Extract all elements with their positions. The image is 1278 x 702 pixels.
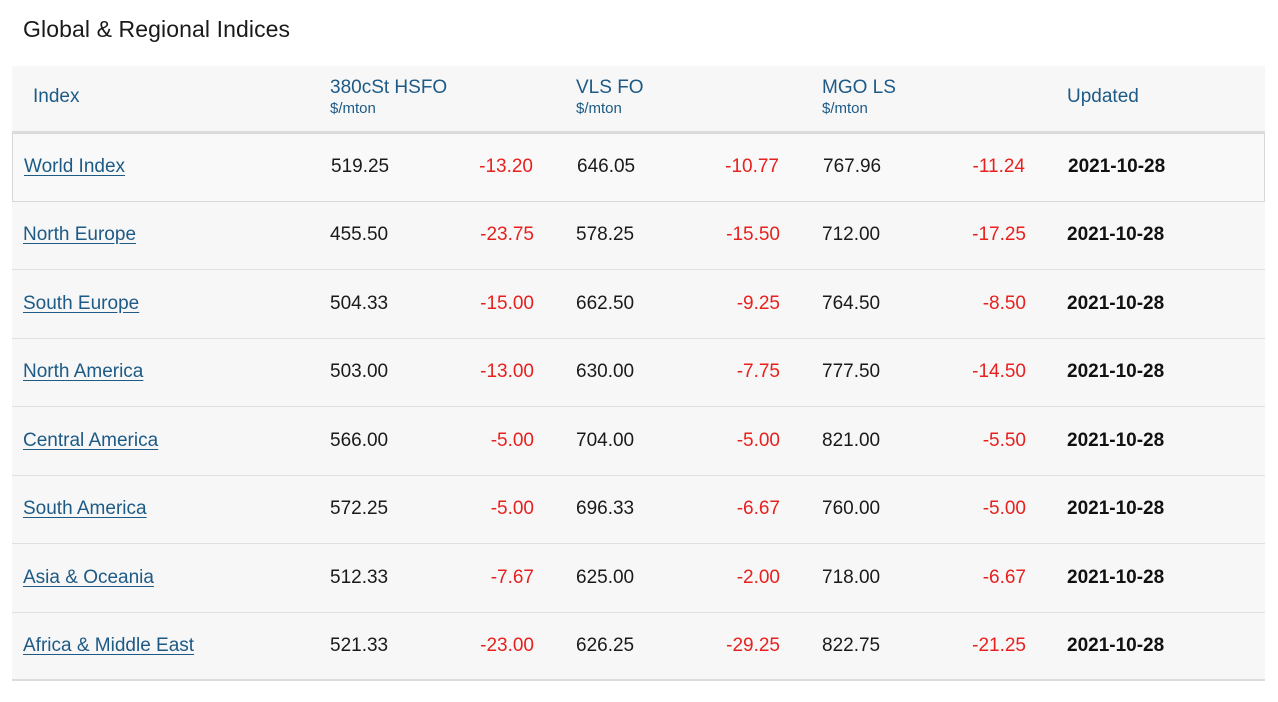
updated-date: 2021-10-28 — [1067, 634, 1165, 656]
table-row: Africa & Middle East 521.33 -23.00 626.25 -2… — [12, 612, 1265, 681]
hsfo-change: -7.67 — [490, 566, 534, 588]
hsfo-change: -13.00 — [480, 361, 534, 383]
header-vlsfo: VLS FO $/mton — [576, 77, 644, 117]
vlsfo-change: -9.25 — [736, 292, 780, 314]
header-index: Index — [33, 86, 80, 107]
hsfo-change: -5.00 — [490, 429, 534, 451]
updated-date: 2021-10-28 — [1067, 429, 1165, 451]
mgo-change: -6.67 — [982, 566, 1026, 588]
vlsfo-change: -6.67 — [736, 498, 780, 520]
mgo-price: 712.00 — [822, 224, 881, 246]
mgo-change: -8.50 — [982, 292, 1026, 314]
vlsfo-price: 630.00 — [576, 361, 635, 383]
header-hsfo: 380cSt HSFO $/mton — [330, 77, 447, 117]
mgo-price: 760.00 — [822, 498, 881, 520]
hsfo-price: 512.33 — [330, 566, 389, 588]
mgo-price: 764.50 — [822, 292, 881, 314]
vlsfo-change: -15.50 — [726, 224, 780, 246]
region-link[interactable]: South America — [23, 498, 147, 520]
hsfo-price: 566.00 — [330, 429, 389, 451]
header-updated: Updated — [1067, 86, 1139, 107]
mgo-price: 821.00 — [822, 429, 881, 451]
table-row: South America 572.25 -5.00 696.33 -6.67 760.0… — [12, 475, 1265, 544]
hsfo-change: -23.75 — [480, 224, 534, 246]
hsfo-change: -5.00 — [490, 498, 534, 520]
region-link[interactable]: Central America — [23, 429, 159, 451]
mgo-change: -5.50 — [982, 429, 1026, 451]
table-row: South Europe 504.33 -15.00 662.50 -9.25 764.5… — [12, 270, 1265, 339]
header-vlsfo-unit: $/mton — [576, 100, 622, 117]
vlsfo-change: -2.00 — [736, 566, 780, 588]
vlsfo-price: 696.33 — [576, 498, 635, 520]
vlsfo-change: -10.77 — [725, 156, 779, 178]
vlsfo-price: 704.00 — [576, 429, 635, 451]
region-link[interactable]: Asia & Oceania — [23, 566, 154, 588]
mgo-price: 767.96 — [823, 156, 882, 178]
header-mgo-label: MGO LS — [822, 77, 896, 98]
header-mgo: MGO LS $/mton — [822, 77, 896, 117]
hsfo-change: -15.00 — [480, 292, 534, 314]
hsfo-change: -13.20 — [479, 156, 533, 178]
table-row: North America 503.00 -13.00 630.00 -7.75 777.… — [12, 338, 1265, 407]
hsfo-price: 504.33 — [330, 292, 389, 314]
mgo-change: -5.00 — [982, 498, 1026, 520]
hsfo-price: 503.00 — [330, 361, 389, 383]
table-row: Central America 566.00 -5.00 704.00 -5.00 821… — [12, 407, 1265, 476]
vlsfo-price: 578.25 — [576, 224, 635, 246]
updated-date: 2021-10-28 — [1067, 361, 1165, 383]
mgo-price: 822.75 — [822, 634, 881, 656]
mgo-price: 777.50 — [822, 361, 881, 383]
hsfo-price: 521.33 — [330, 634, 389, 656]
mgo-change: -21.25 — [972, 634, 1026, 656]
vlsfo-price: 625.00 — [576, 566, 635, 588]
mgo-change: -14.50 — [972, 361, 1026, 383]
region-link[interactable]: Africa & Middle East — [23, 634, 195, 656]
table-row: World Index 519.25 -13.20 646.05 -10.77 767.9… — [12, 133, 1265, 202]
hsfo-price: 455.50 — [330, 224, 389, 246]
hsfo-change: -23.00 — [480, 634, 534, 656]
header-vlsfo-label: VLS FO — [576, 77, 644, 98]
region-link[interactable]: World Index — [24, 156, 126, 178]
mgo-change: -11.24 — [972, 156, 1025, 178]
header-hsfo-label: 380cSt HSFO — [330, 77, 448, 98]
header-mgo-unit: $/mton — [822, 100, 868, 117]
indices-table: Index 380cSt HSFO $/mton VLS FO $/mton M… — [12, 66, 1265, 681]
vlsfo-change: -29.25 — [726, 634, 780, 656]
updated-date: 2021-10-28 — [1067, 224, 1165, 246]
table-row: North Europe 455.50 -23.75 578.25 -15.50 712.… — [12, 201, 1265, 270]
vlsfo-price: 662.50 — [576, 292, 635, 314]
region-link[interactable]: North America — [23, 361, 144, 383]
hsfo-price: 519.25 — [331, 156, 390, 178]
vlsfo-change: -7.75 — [736, 361, 780, 383]
vlsfo-price: 646.05 — [577, 156, 636, 178]
mgo-change: -17.25 — [972, 224, 1026, 246]
mgo-price: 718.00 — [822, 566, 881, 588]
table-row: Asia & Oceania 512.33 -7.67 625.00 -2.00 718.… — [12, 544, 1265, 613]
table-body: World Index 519.25 -13.20 646.05 -10.77 767.9… — [12, 133, 1265, 681]
updated-date: 2021-10-28 — [1068, 156, 1166, 178]
hsfo-price: 572.25 — [330, 498, 389, 520]
updated-date: 2021-10-28 — [1067, 566, 1165, 588]
vlsfo-change: -5.00 — [736, 429, 780, 451]
region-link[interactable]: North Europe — [23, 224, 137, 246]
table-header: Index 380cSt HSFO $/mton VLS FO $/mton M… — [12, 66, 1265, 133]
region-link[interactable]: South Europe — [23, 292, 140, 314]
updated-date: 2021-10-28 — [1067, 292, 1165, 314]
updated-date: 2021-10-28 — [1067, 498, 1165, 520]
vlsfo-price: 626.25 — [576, 634, 635, 656]
header-hsfo-unit: $/mton — [330, 100, 376, 117]
page-title: Global & Regional Indices — [23, 16, 291, 42]
